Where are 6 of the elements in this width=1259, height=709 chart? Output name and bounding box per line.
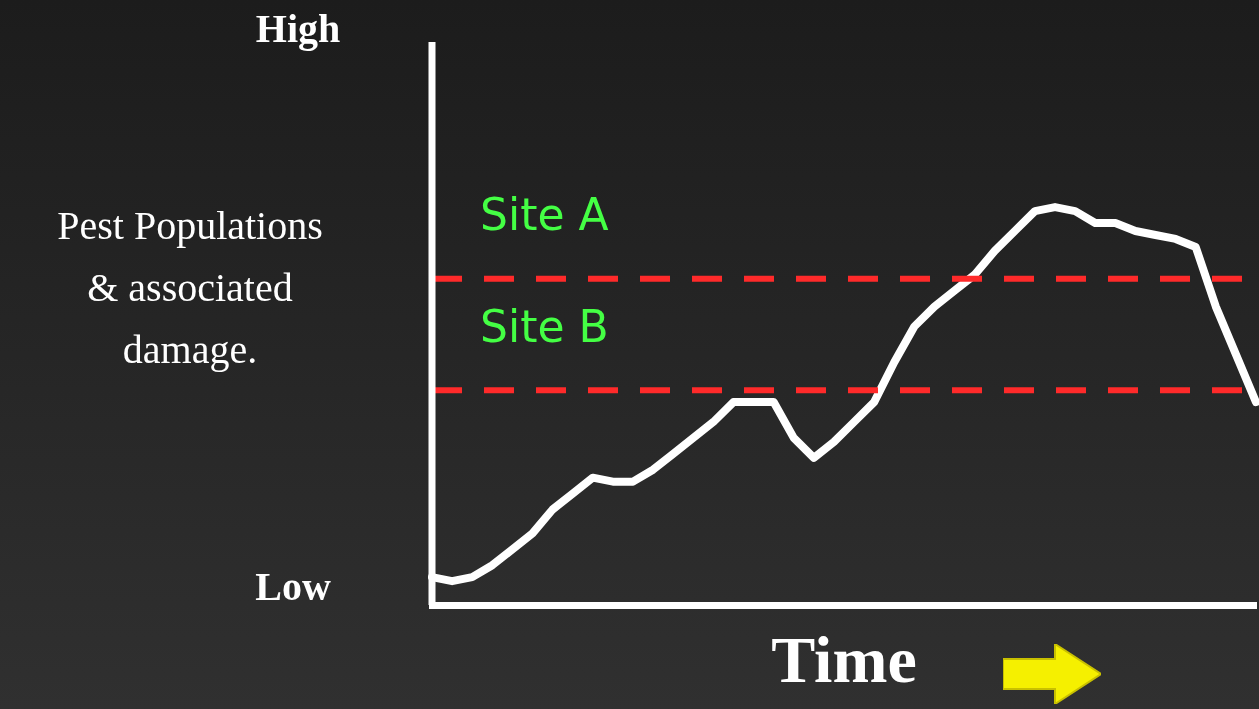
text: High (255, 6, 341, 52)
ref-line-label: Site B (480, 300, 609, 352)
ref-line-label: Site A (480, 189, 609, 241)
text: Low (255, 564, 331, 610)
text: Pest Populations & associated damage. (57, 202, 323, 372)
x-axis-title: Time (771, 623, 917, 697)
